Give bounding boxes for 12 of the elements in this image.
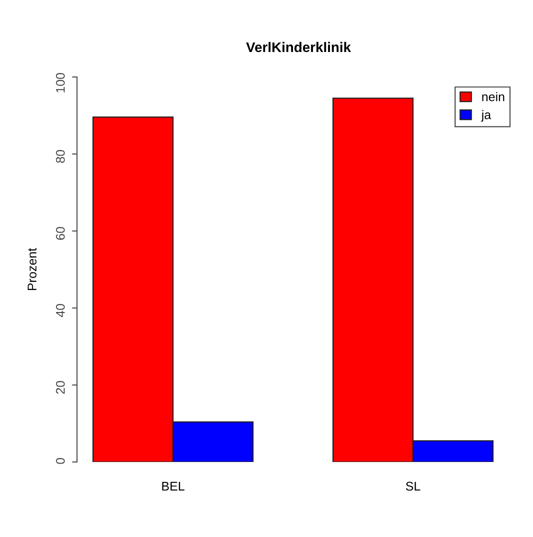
y-tick-label: 0: [56, 458, 65, 464]
x-tick-label: BEL: [162, 482, 184, 491]
y-tick-label: 40: [56, 304, 65, 318]
y-tick-label: 100: [56, 72, 65, 92]
y-tick-label: 60: [56, 226, 65, 240]
legend-label: nein: [482, 92, 504, 102]
y-axis-title: Prozent: [28, 248, 36, 290]
legend-label: ja: [481, 110, 492, 122]
chart-title: VerlKinderklinik: [246, 42, 352, 52]
y-tick-label: 80: [56, 150, 65, 163]
y-tick-label: 20: [56, 380, 65, 394]
x-tick-label: SL: [406, 482, 420, 491]
